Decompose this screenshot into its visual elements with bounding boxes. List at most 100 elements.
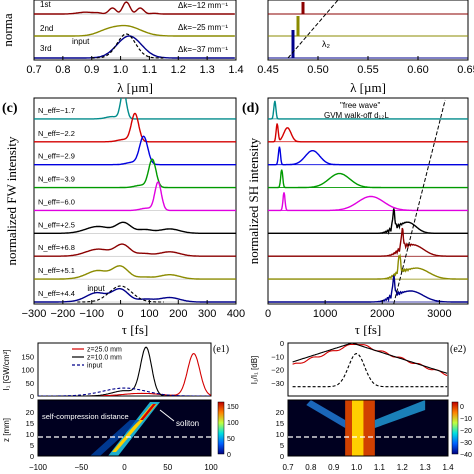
- c-series-label: N_eff=−2.9: [38, 152, 75, 161]
- c-x-tick-label: −100: [79, 308, 104, 320]
- d-series-6: [268, 208, 468, 236]
- d-x-tick-label: 3000: [427, 308, 451, 320]
- panel-e2-ylabel-top: I₁/I₁ [dB]: [250, 356, 259, 385]
- d-x-tick-label: 0: [265, 308, 271, 320]
- e1-legend-label: z=10.0 mm: [87, 355, 122, 362]
- e1-top-ytick: 150: [21, 352, 34, 361]
- panel-e1-selfcomp-text: self-compression distance: [42, 412, 129, 421]
- panel-e2-top-frame: [287, 342, 449, 397]
- e1-cb-tick: 0: [227, 452, 231, 459]
- e2-bot-ytick: 5: [280, 441, 284, 450]
- e1-top-ytick: 50: [26, 379, 34, 388]
- e1-legend-label: z=25.0 mm: [87, 347, 122, 354]
- e1-x-tick-label: 50: [163, 463, 172, 472]
- e1-x-tick-label: −100: [29, 463, 48, 472]
- e1-bot-ytick: 15: [26, 419, 34, 428]
- a-x-tick-label: 1.4: [228, 64, 243, 76]
- d-series-8: [268, 253, 468, 280]
- d-series-1: [268, 100, 468, 120]
- d-series-4: [268, 169, 468, 189]
- e1-cb-tick: 150: [227, 404, 239, 411]
- panel-a-dk1: Δk=−12 mm⁻¹: [178, 1, 228, 10]
- d-series-2: [268, 123, 468, 143]
- e1-cb-tick: 100: [227, 420, 239, 427]
- b-x-tick-label: 0.55: [357, 64, 378, 76]
- e2-x-tick-label: 0.7: [282, 463, 294, 472]
- e2-x-tick-label: 1.4: [442, 463, 454, 472]
- e2-x-tick-label: 0.9: [328, 463, 340, 472]
- e2-bot-ytick: 15: [276, 419, 284, 428]
- e2-x-tick-label: 1.2: [397, 463, 409, 472]
- a-series-1st: [34, 1, 235, 15]
- b-peak: [301, 2, 305, 14]
- panel-e1-soliton-arrow: [159, 409, 175, 422]
- panel-d-walkoff: GVM walk-off d₁₂L: [324, 111, 389, 120]
- b-x-tick-label: 0.50: [307, 64, 328, 76]
- c-x-tick-label: 200: [169, 308, 187, 320]
- e2-curve-1: [292, 343, 448, 374]
- panel-c-label: (c): [2, 101, 18, 116]
- e2-cb-tick: −30: [460, 440, 472, 447]
- panel-c: (c) normalized FW intensity N_eff=−1.7 N_…: [2, 97, 245, 337]
- a-x-tick-label: 0.7: [26, 64, 41, 76]
- c-series-8: [34, 265, 236, 280]
- e1-bot-ytick: 0: [30, 452, 34, 461]
- e1-x-tick-label: −50: [74, 463, 88, 472]
- d-series-3: [268, 146, 468, 166]
- panel-e1-ylabel-bottom: z [mm]: [2, 418, 11, 442]
- a-series-input: [91, 33, 164, 59]
- panel-e2: (e2) I₁/I₁ [dB] −30 −20 −10 0 0 5 10 15 20 0.7 0…: [250, 339, 472, 472]
- panel-e1-soliton-text: soliton: [176, 419, 199, 428]
- e1-map-cold: [90, 420, 140, 456]
- c-series-label: N_eff=+5.1: [38, 266, 75, 275]
- e2-map-band-core: [352, 400, 364, 456]
- b-x-tick-label: 0.65: [457, 64, 474, 76]
- a-x-tick-label: 0.9: [84, 64, 99, 76]
- c-series-label: N_eff=+2.5: [38, 220, 75, 229]
- c-series-label: N_eff=+4.4: [38, 289, 75, 298]
- panel-e2-label: (e2): [450, 344, 466, 355]
- a-x-tick-label: 1.3: [199, 64, 214, 76]
- b-x-tick-label: 0.45: [257, 64, 278, 76]
- panel-c-xlabel: τ [fs]: [122, 322, 149, 337]
- panel-a-xlabel: λ [µm]: [117, 80, 153, 95]
- e2-top-ytick: −10: [271, 352, 284, 361]
- c-series-5: [34, 181, 236, 212]
- e1-legend-label: input: [87, 363, 102, 370]
- e2-top-ytick: 0: [280, 339, 284, 348]
- panel-e2-colorbar: [451, 401, 459, 455]
- panel-a-label-2nd: 2nd: [40, 24, 53, 33]
- a-x-tick-label: 1.1: [142, 64, 157, 76]
- panel-b-lambda2: λ₂: [322, 39, 331, 49]
- panel-e1-top-frame: [37, 342, 212, 397]
- e1-curve-0: [38, 352, 211, 396]
- d-series-9: [268, 275, 468, 303]
- c-series-3: [34, 135, 236, 166]
- panel-a-dk3: Δk=−37 mm⁻¹: [178, 45, 228, 54]
- d-x-tick-label: 2000: [370, 308, 394, 320]
- panel-b-xlabel: λ [µm]: [350, 80, 386, 95]
- c-x-tick-label: 300: [198, 308, 216, 320]
- c-series-1: [34, 98, 236, 120]
- panel-b: 0.45 0.50 0.55 0.60 0.65 λ [µm] λ₂: [257, 0, 474, 95]
- c-series-label: N_eff=−3.9: [38, 175, 75, 184]
- c-x-tick-label: −300: [22, 308, 47, 320]
- c-x-tick-label: −200: [50, 308, 75, 320]
- panel-e1-ylabel-top: I₁ [GW/cm²]: [2, 350, 11, 391]
- e1-top-ytick: 0: [30, 392, 34, 401]
- c-series-2: [34, 112, 236, 143]
- c-series-9: [34, 288, 236, 303]
- e2-x-tick-label: 1.3: [420, 463, 432, 472]
- e2-x-tick-label: 1.0: [351, 463, 363, 472]
- panel-a: norma 0.7 0.8 0.9 1.0 1.1 1.2 1.3 1.4 λ [µm] 1s…: [0, 0, 244, 95]
- c-series-label: N_eff=−1.7: [38, 106, 75, 115]
- panel-a-label-input: input: [72, 37, 90, 46]
- panel-d-label: (d): [242, 101, 259, 116]
- panel-d-freewave: "free wave": [340, 101, 381, 110]
- e2-x-tick-label: 1.1: [374, 463, 386, 472]
- b-peak: [291, 30, 295, 58]
- panel-c-frame: [33, 97, 237, 305]
- e1-map-streak-hot: [140, 404, 156, 420]
- b-dashed-guide: [287, 0, 339, 59]
